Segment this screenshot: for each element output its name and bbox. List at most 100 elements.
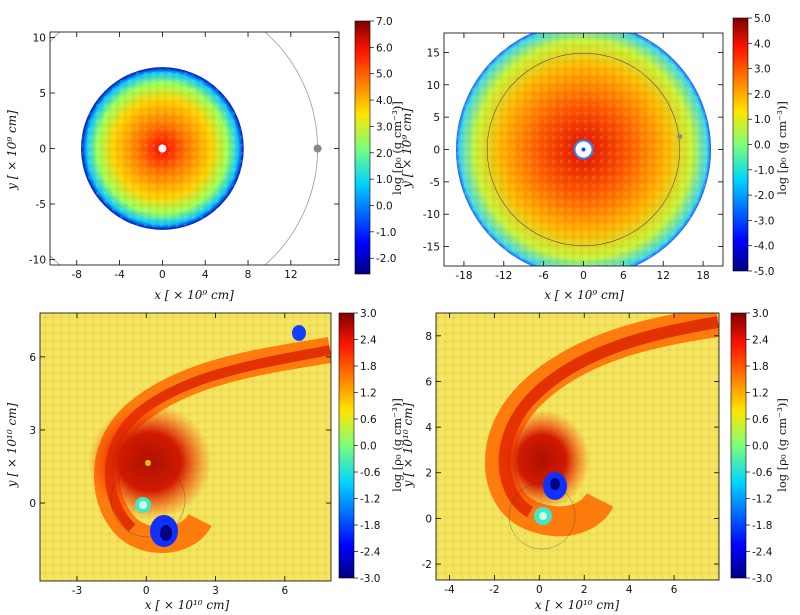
colorbar-ticks: 3.0 2.4 1.8 1.2 0.6 0.0 -0.6 -1.2 -1.8 -2.4 -3.0 xyxy=(746,308,773,585)
y-tick-label: 4 xyxy=(425,422,432,434)
x-tick-label: -12 xyxy=(495,270,512,282)
x-tick-label: 0 xyxy=(143,585,150,597)
x-tick-label: -6 xyxy=(538,270,549,282)
colorbar-label: log [ρ₀ (g cm⁻³)] xyxy=(775,101,789,195)
colorbar-tick-label: 0.0 xyxy=(752,441,769,453)
y-tick-label: -5 xyxy=(36,199,46,211)
colorbar-tick-label: -3.0 xyxy=(754,215,775,227)
colorbar-tick-label: -0.6 xyxy=(752,467,773,479)
x-tick-label: 18 xyxy=(696,270,709,282)
panel-bottom-right: -4 -2 0 2 4 6 -2 0 2 4 6 8 x [ × 10¹⁰ cm] y [ × 10¹… xyxy=(401,308,789,612)
low-density-lobe-core xyxy=(550,478,560,490)
y-tick-label: 6 xyxy=(425,376,432,388)
y-tick-label: 8 xyxy=(425,331,432,343)
y-tick-label: 5 xyxy=(433,112,440,124)
colorbar-tick-label: 1.0 xyxy=(754,114,771,126)
colorbar-tick-label: 5.0 xyxy=(376,69,393,81)
x-axis-label: x [ × 10⁹ cm] xyxy=(154,288,234,302)
y-tick-label: 6 xyxy=(29,352,36,364)
colorbar-tick-label: 0.0 xyxy=(360,441,377,453)
orbit-circle xyxy=(486,52,681,247)
envelope-region xyxy=(494,410,590,510)
colorbar-tick-label: 0.0 xyxy=(754,140,771,152)
x-tick-label: 0 xyxy=(159,269,166,281)
colorbar-tick-label: 3.0 xyxy=(754,64,771,76)
colorbar-tick-label: 1.2 xyxy=(360,388,377,400)
colorbar-tick-label: -3.0 xyxy=(360,573,381,585)
x-tick-label: 12 xyxy=(284,269,297,281)
colorbar-label: log [ρ₀ (g cm⁻³)] xyxy=(390,398,404,492)
colorbar-tick-label: 4.0 xyxy=(376,95,393,107)
axis-ticks: -8 -4 0 4 8 12 -10 -5 0 5 10 xyxy=(29,32,339,281)
colorbar-tick-label: -1.2 xyxy=(752,494,773,506)
panel-bottom-left: -3 0 3 6 0 3 6 x [ × 10¹⁰ cm] y [ × 10¹⁰ cm] 3… xyxy=(5,308,404,612)
axis-ticks: -3 0 3 6 0 3 6 xyxy=(29,313,331,597)
colorbar-tick-label: -2.0 xyxy=(376,253,397,265)
colorbar-tick-label: 2.4 xyxy=(752,335,769,347)
colorbar-tick-label: 4.0 xyxy=(754,38,771,50)
x-tick-label: 4 xyxy=(202,269,209,281)
colorbar-ticks: 5.0 4.0 3.0 2.0 1.0 0.0 -1.0 -2.0 -3.0 -4.0 -5.0 xyxy=(748,13,775,278)
x-tick-label: 0 xyxy=(536,584,543,596)
x-axis-label: x [ × 10¹⁰ cm] xyxy=(145,598,230,612)
y-tick-label: 3 xyxy=(29,425,36,437)
colorbar-tick-label: -1.8 xyxy=(360,520,381,532)
colorbar-tick-label: -1.0 xyxy=(754,165,775,177)
central-object xyxy=(158,144,167,153)
x-tick-label: 8 xyxy=(245,269,252,281)
y-tick-label: -10 xyxy=(423,209,440,221)
colorbar-tick-label: 1.2 xyxy=(752,388,769,400)
y-tick-label: -10 xyxy=(29,254,46,266)
low-density-lobe-core xyxy=(160,525,172,541)
companion-star xyxy=(677,134,683,140)
companion-star xyxy=(313,144,322,153)
panel-top-left: -8 -4 0 4 8 12 -10 -5 0 5 10 x [ × 10⁹ cm] y [ × 1… xyxy=(5,16,404,302)
panel-top-right: -18 -12 -6 0 6 12 18 -15 -10 -5 0 5 10 15 x [ × 10⁹ c… xyxy=(400,13,789,302)
x-tick-label: -3 xyxy=(72,585,82,597)
colorbar-tick-label: -3.0 xyxy=(752,573,773,585)
low-density-spot xyxy=(292,325,306,341)
colorbar-tick-label: -0.6 xyxy=(360,467,381,479)
y-tick-label: 2 xyxy=(425,468,432,480)
orbit-circle xyxy=(110,462,186,538)
y-tick-label: -15 xyxy=(423,242,440,254)
colorbar-tick-label: 1.8 xyxy=(752,361,769,373)
colorbar xyxy=(730,312,747,579)
colorbar-ticks: 3.0 2.4 1.8 1.2 0.6 0.0 -0.6 -1.2 -1.8 -2.4 -3.0 xyxy=(354,308,381,585)
colorbar-tick-label: 3.0 xyxy=(360,308,377,320)
y-tick-label: 10 xyxy=(33,33,46,45)
colorbar-ticks: 7.0 6.0 5.0 4.0 3.0 2.0 1.0 0.0 -1.0 -2.0 xyxy=(370,16,397,265)
colorbar-label: log [ρ₀ (g cm⁻³)] xyxy=(775,398,789,492)
y-axis-label: y [ × 10¹⁰ cm] xyxy=(5,402,19,488)
companion-core xyxy=(539,512,547,520)
y-tick-label: 5 xyxy=(39,88,46,100)
y-tick-label: 0 xyxy=(39,144,46,156)
colorbar xyxy=(732,17,749,272)
companion-core xyxy=(139,501,147,509)
colorbar-tick-label: -1.8 xyxy=(752,520,773,532)
x-tick-label: 12 xyxy=(657,270,670,282)
colorbar-tick-label: 0.6 xyxy=(360,414,377,426)
colorbar-tick-label: 1.0 xyxy=(376,174,393,186)
x-tick-label: 0 xyxy=(580,270,587,282)
colorbar-tick-label: -2.0 xyxy=(754,190,775,202)
x-tick-label: 6 xyxy=(281,585,288,597)
x-tick-label: 6 xyxy=(620,270,627,282)
colorbar-tick-label: -1.0 xyxy=(376,227,397,239)
y-tick-label: 10 xyxy=(427,80,440,92)
x-tick-label: 2 xyxy=(581,584,588,596)
y-axis-label: y [ × 10⁹ cm] xyxy=(400,108,414,189)
y-tick-label: -5 xyxy=(430,177,440,189)
x-tick-label: -4 xyxy=(114,269,125,281)
colorbar-tick-label: -4.0 xyxy=(754,241,775,253)
x-tick-label: 3 xyxy=(212,585,219,597)
orbit-circle xyxy=(508,482,576,550)
central-object xyxy=(581,147,586,152)
x-tick-label: -8 xyxy=(72,269,82,281)
colorbar-tick-label: 7.0 xyxy=(376,16,393,28)
colorbar-tick-label: 5.0 xyxy=(754,13,771,25)
axis-ticks: -18 -12 -6 0 6 12 18 -15 -10 -5 0 5 10 15 xyxy=(423,33,723,282)
colorbar-tick-label: 1.8 xyxy=(360,361,377,373)
y-tick-label: 0 xyxy=(433,145,440,157)
colorbar-tick-label: -5.0 xyxy=(754,266,775,278)
